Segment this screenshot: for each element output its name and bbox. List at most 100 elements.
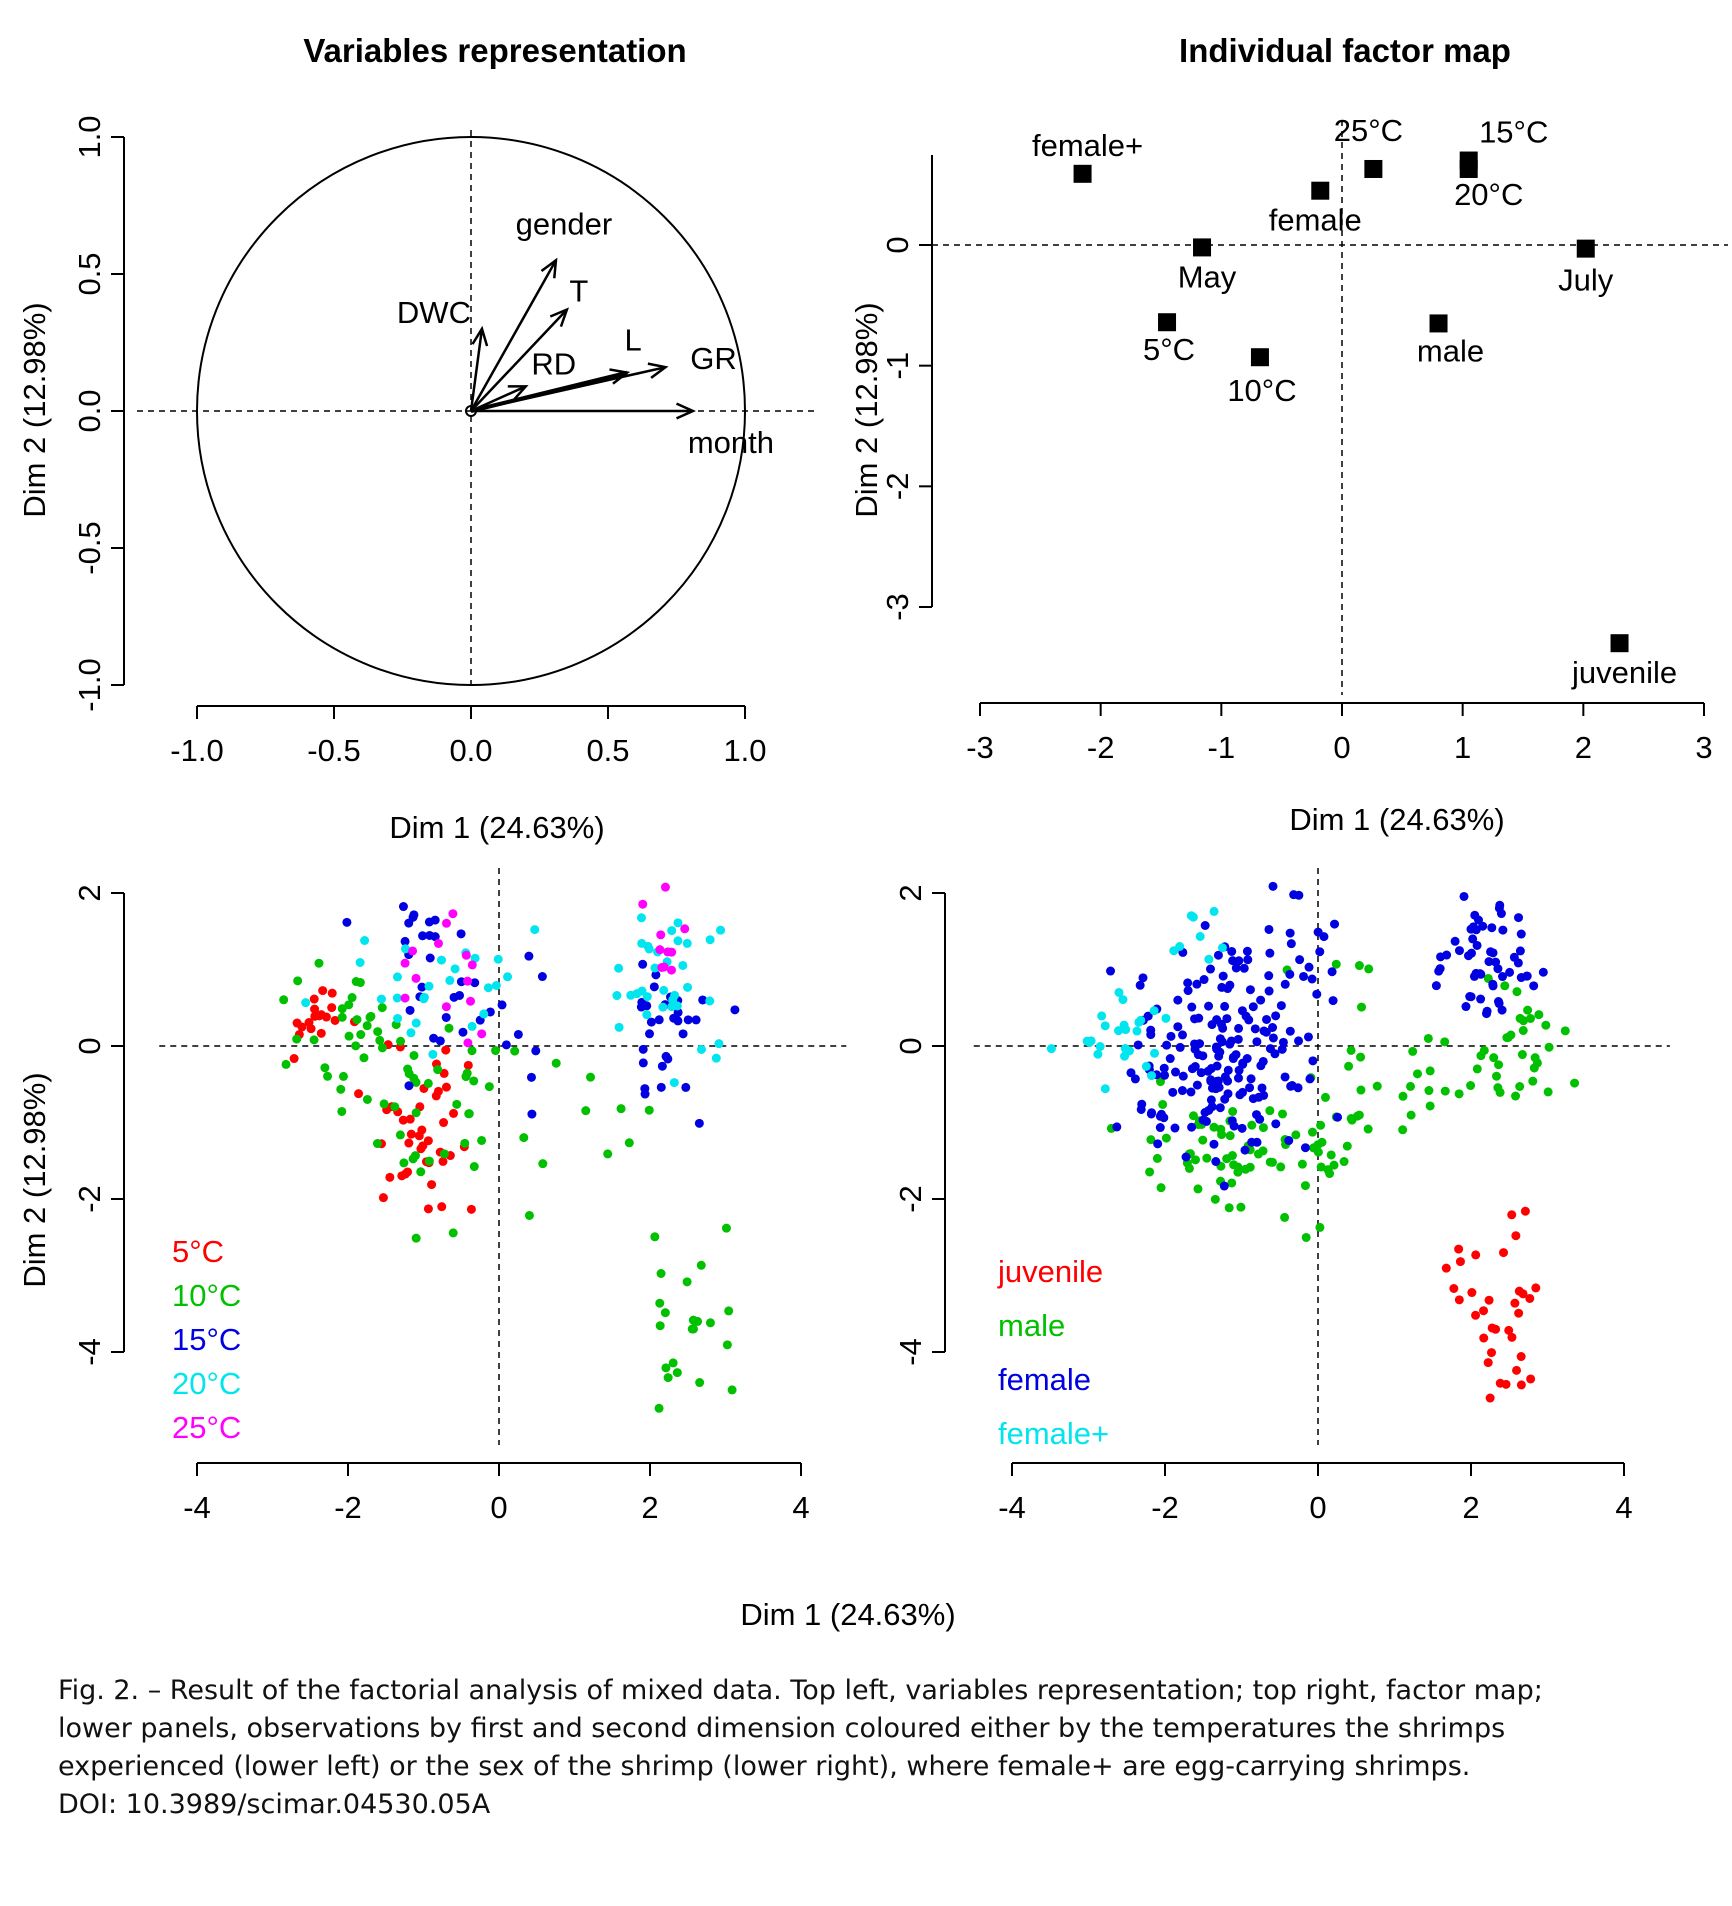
factor-point (1073, 164, 1092, 183)
data-point (450, 964, 460, 974)
data-point (304, 1018, 314, 1028)
data-point (1509, 952, 1519, 962)
arrow-head (675, 402, 697, 420)
data-point (656, 1082, 666, 1092)
data-point (1327, 967, 1337, 977)
data-point (1471, 1250, 1481, 1260)
data-point (411, 973, 421, 983)
factor-point (1459, 159, 1478, 178)
data-point (1246, 1074, 1256, 1084)
data-point (1514, 913, 1524, 923)
data-point (1303, 1032, 1313, 1042)
data-point (1461, 1002, 1471, 1012)
data-point (693, 1316, 703, 1326)
data-point (1454, 1295, 1464, 1305)
data-point (435, 1036, 445, 1046)
data-point (1488, 981, 1498, 991)
data-point (428, 1049, 438, 1059)
data-point (1514, 1308, 1524, 1318)
data-point (425, 953, 435, 963)
data-point (1406, 1081, 1416, 1091)
data-point (390, 1102, 400, 1112)
data-point (448, 909, 458, 919)
factor-label: female (1269, 203, 1362, 238)
data-point (1136, 1015, 1146, 1025)
x-tick-label: 4 (792, 1490, 809, 1525)
panel2-xlabel: Dim 1 (24.63%) (1289, 802, 1504, 837)
data-point (456, 929, 466, 939)
data-point (375, 1035, 385, 1045)
data-point (327, 988, 337, 998)
data-point (1494, 903, 1504, 913)
data-point (1468, 934, 1478, 944)
data-point (672, 1368, 682, 1378)
data-point (1165, 1054, 1175, 1064)
y-tick-label: -4 (72, 1338, 107, 1366)
data-point (392, 993, 402, 1003)
data-point (463, 1038, 473, 1048)
data-point (1237, 1123, 1247, 1133)
data-point (1258, 1146, 1268, 1156)
data-point (1541, 1020, 1551, 1030)
data-point (449, 992, 459, 1002)
data-point (636, 913, 646, 923)
data-point (1507, 1332, 1517, 1342)
x-tick-label: 0.0 (449, 733, 492, 768)
data-point (441, 1012, 451, 1022)
data-point (293, 976, 303, 986)
data-point (1161, 1013, 1171, 1023)
data-point (362, 1094, 372, 1104)
data-point (414, 1131, 424, 1141)
data-point (1161, 1133, 1171, 1143)
data-point (419, 992, 429, 1002)
data-point (1228, 1107, 1238, 1117)
data-point (1215, 1103, 1225, 1113)
data-point (660, 882, 670, 892)
data-point (1464, 951, 1474, 961)
legend-entry: juvenile (997, 1254, 1103, 1289)
data-point (1265, 948, 1275, 958)
data-point (310, 1004, 320, 1014)
data-point (1118, 995, 1128, 1005)
y-tick-label: 0 (893, 1037, 928, 1054)
data-point (638, 959, 648, 969)
data-point (1178, 1071, 1188, 1081)
data-point (1467, 1288, 1477, 1298)
data-point (1484, 957, 1494, 967)
caption-line: DOI: 10.3989/scimar.04530.05A (58, 1789, 491, 1820)
data-point (1278, 1109, 1288, 1119)
data-point (351, 977, 361, 987)
x-tick-label: 2 (1462, 1490, 1479, 1525)
data-point (1093, 1049, 1103, 1059)
data-point (659, 985, 669, 995)
data-point (393, 1014, 403, 1024)
data-point (1220, 1094, 1230, 1104)
data-point (1271, 1119, 1281, 1129)
data-point (651, 970, 661, 980)
data-point (1217, 1037, 1227, 1047)
data-point (638, 1058, 648, 1068)
data-point (1300, 1181, 1310, 1191)
data-point (524, 951, 534, 961)
data-point (1187, 1122, 1197, 1132)
data-point (356, 1030, 366, 1040)
data-point (1479, 1306, 1489, 1316)
data-point (650, 963, 660, 973)
factor-point (1610, 634, 1629, 653)
data-point (1119, 1020, 1129, 1030)
data-point (354, 1089, 364, 1099)
vector-arrow-dwc (469, 328, 484, 412)
data-point (400, 936, 410, 946)
data-point (1354, 961, 1364, 971)
data-point (1435, 964, 1445, 974)
data-point (1258, 1123, 1268, 1133)
data-point (1408, 1046, 1418, 1056)
factor-point (1429, 314, 1448, 333)
data-point (279, 995, 289, 1005)
data-point (1516, 1352, 1526, 1362)
data-point (1487, 1323, 1497, 1333)
data-point (1227, 946, 1237, 956)
data-point (1207, 1102, 1217, 1112)
data-point (395, 1130, 405, 1140)
data-point (1319, 932, 1329, 942)
